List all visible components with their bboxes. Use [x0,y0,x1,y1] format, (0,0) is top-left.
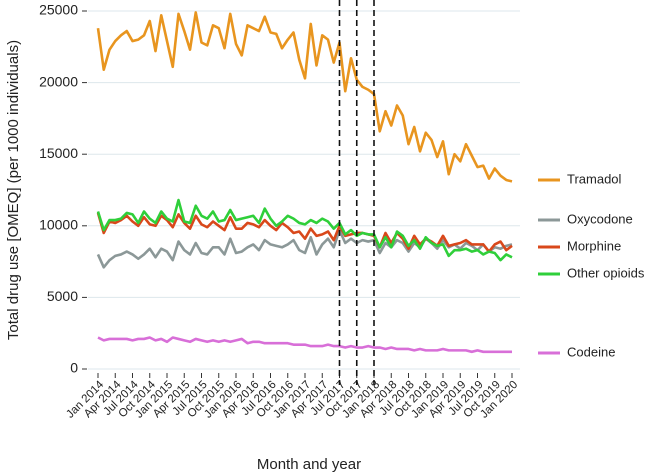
y-tick-label: 0 [70,360,78,376]
series-line [96,198,513,262]
x-axis-title: Month and year [257,456,361,473]
y-tick-label: 10000 [39,217,78,233]
y-tick-label: 5000 [47,288,78,304]
y-tick-label: 15000 [39,145,78,161]
y-tick-label: 25000 [39,2,78,18]
y-axis-title: Total drug use [OMEQ] (per 1000 individu… [5,40,22,340]
legend-label: Tramadol [567,171,622,186]
series-line [96,212,513,253]
series-line [96,228,513,269]
series-line [96,11,513,183]
legend-label: Codeine [567,344,615,359]
legend-label: Oxycodone [567,211,633,226]
y-tick-label: 20000 [39,73,78,89]
series-line [97,336,512,354]
legend-label: Morphine [567,238,621,253]
legend-label: Other opioids [567,265,645,280]
